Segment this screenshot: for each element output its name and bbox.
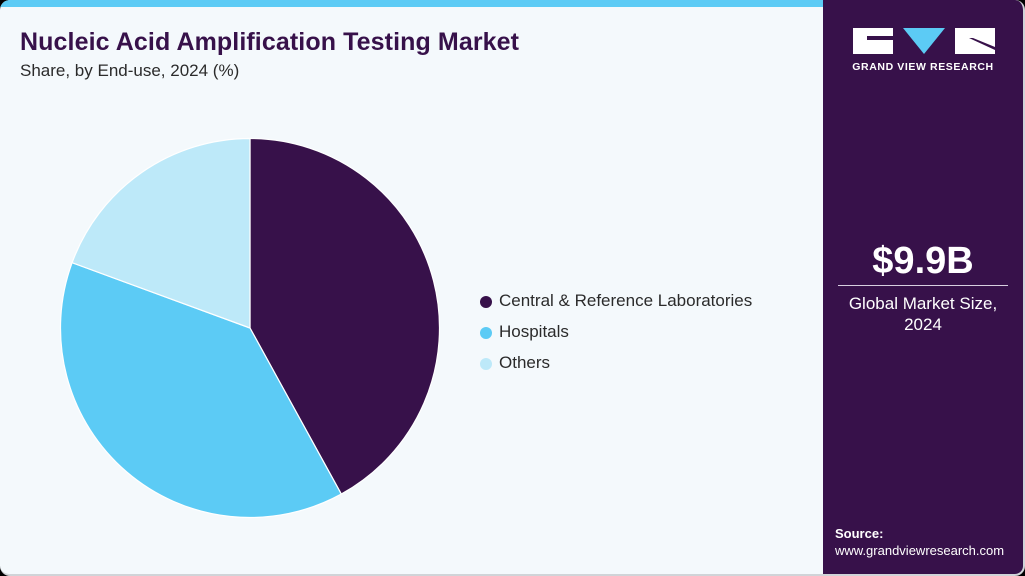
legend-dot-icon [480,295,492,308]
legend-label: Hospitals [499,321,569,341]
chart-subtitle: Share, by End-use, 2024 (%) [20,61,240,80]
legend-item-hospitals: Hospitals [480,316,752,347]
grand-view-research-logo-icon [853,28,995,54]
legend-item-central-reference-laboratories: Central & Reference Laboratories [480,285,752,316]
sidebar-panel: GRAND VIEW RESEARCH $9.9B Global Market … [823,0,1023,574]
accent-bar [0,0,823,7]
pie-slice-central-reference-laboratories [249,137,441,495]
source-url-link[interactable]: www.grandviewresearch.com [835,543,1005,558]
market-size-value: $9.9B [872,240,974,282]
divider [838,285,1008,286]
market-size-label: Global Market Size, 2024 [823,293,1023,335]
legend-dot-icon [480,326,492,339]
pie-slice-others [71,137,251,329]
logo-text: GRAND VIEW RESEARCH [852,61,994,73]
chart-title: Nucleic Acid Amplification Testing Marke… [20,28,520,56]
legend-label: Central & Reference Laboratories [499,290,753,310]
legend-label: Others [499,352,551,372]
chart-legend: Central & Reference Laboratories Hospita… [480,285,752,378]
legend-dot-icon [480,357,492,370]
pie-slice-hospitals [59,261,343,519]
market-size-label-line2: 2024 [904,315,942,334]
pie-chart [59,137,441,519]
source-label: Source: [835,526,884,541]
market-size-label-line1: Global Market Size, [848,294,998,313]
legend-item-others: Others [480,347,752,378]
